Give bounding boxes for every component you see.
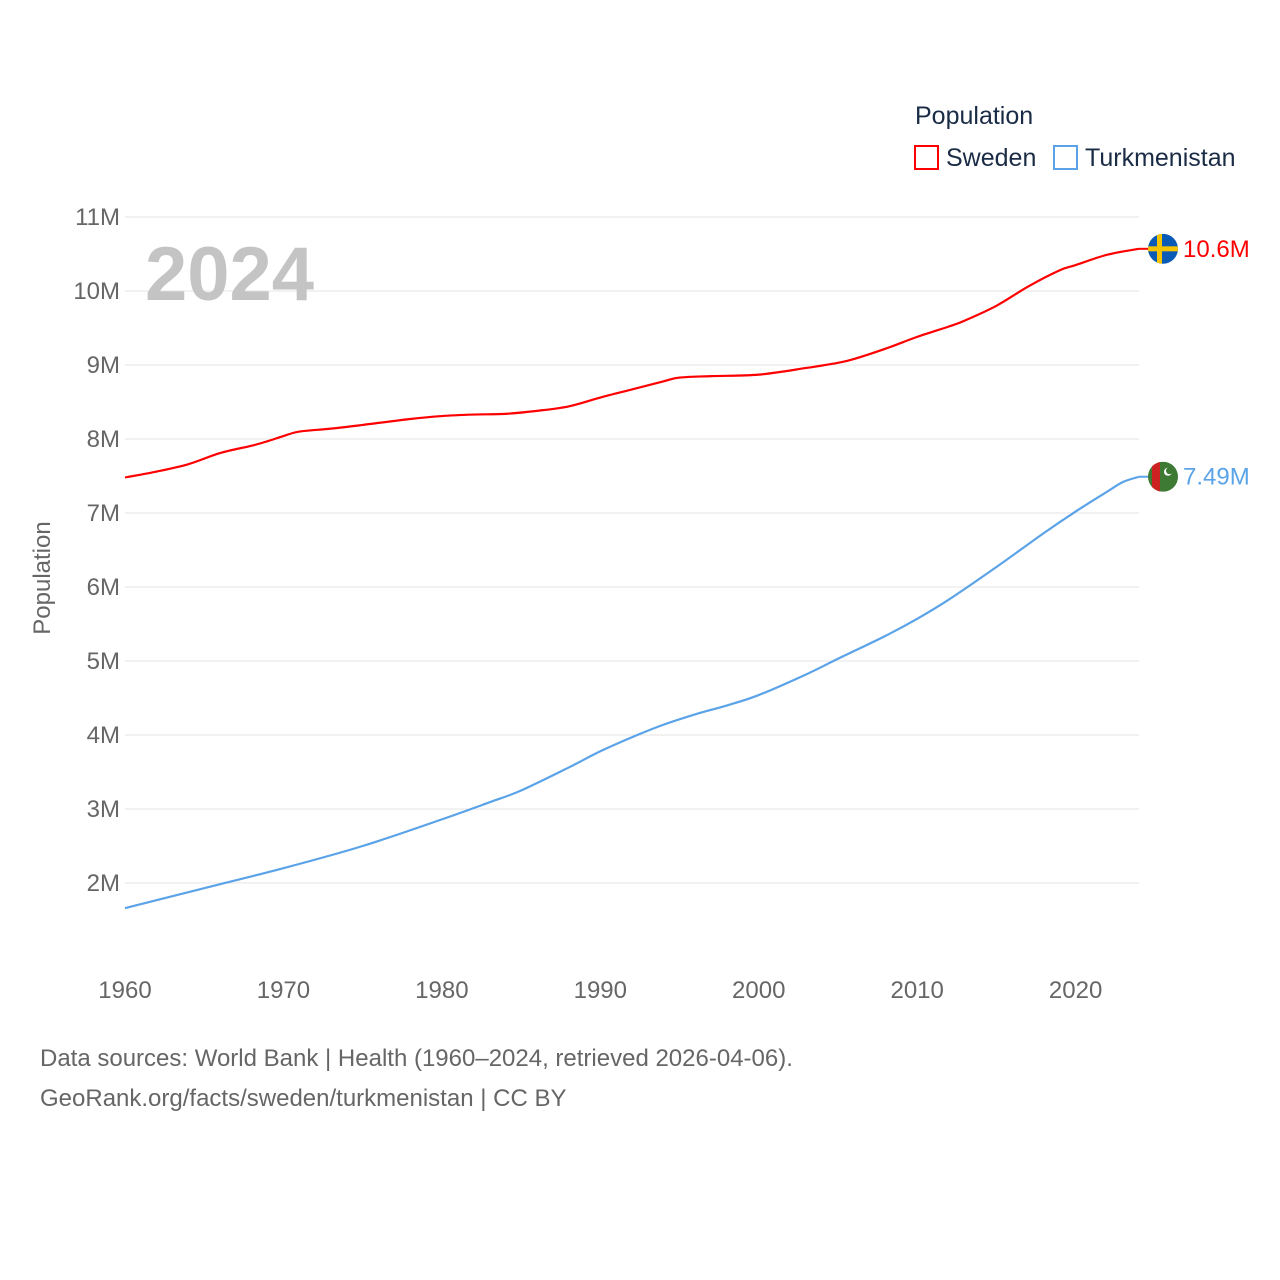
flag-crescent (1166, 467, 1173, 475)
y-tick-label: 4M (87, 722, 120, 749)
flag-stripe (1152, 461, 1160, 492)
series-line-sweden (124, 247, 1140, 479)
x-tick-label: 1980 (415, 977, 468, 1004)
x-tick-label: 1970 (257, 977, 310, 1004)
year-watermark: 2024 (145, 232, 314, 317)
legend-swatch-sweden (914, 145, 939, 170)
y-tick-label: 7M (87, 500, 120, 527)
y-tick-label: 3M (87, 796, 120, 823)
x-tick-label: 2020 (1049, 977, 1102, 1004)
footer-url[interactable]: GeoRank.org/facts/sweden/turkmenistan | … (40, 1085, 567, 1112)
end-value-label: 7.49M (1183, 464, 1250, 491)
x-tick-label: 2010 (890, 977, 943, 1004)
turkmenistan-flag-icon (1148, 461, 1178, 492)
x-tick-label: 1960 (98, 977, 151, 1004)
y-tick-label: 6M (87, 574, 120, 601)
y-tick-label: 10M (73, 278, 120, 305)
y-tick-label: 2M (87, 870, 120, 897)
y-tick-label: 5M (87, 648, 120, 675)
series-line-turkmenistan (124, 475, 1140, 910)
x-tick-label: 2000 (732, 977, 785, 1004)
y-tick-label: 11M (75, 204, 120, 231)
y-tick-label: 9M (87, 352, 120, 379)
x-tick-label: 1990 (574, 977, 627, 1004)
end-value-label: 10.6M (1183, 236, 1250, 263)
footer-source: Data sources: World Bank | Health (1960–… (40, 1045, 793, 1072)
flag-cross (1148, 246, 1178, 252)
legend-label-sweden: Sweden (946, 144, 1036, 172)
y-axis-label: Population (29, 521, 56, 634)
sweden-flag-icon (1148, 233, 1178, 264)
y-tick-label: 8M (87, 426, 120, 453)
legend-swatch-turkmenistan (1053, 145, 1078, 170)
legend-title: Population (915, 102, 1033, 130)
legend-label-turkmenistan: Turkmenistan (1085, 144, 1236, 172)
